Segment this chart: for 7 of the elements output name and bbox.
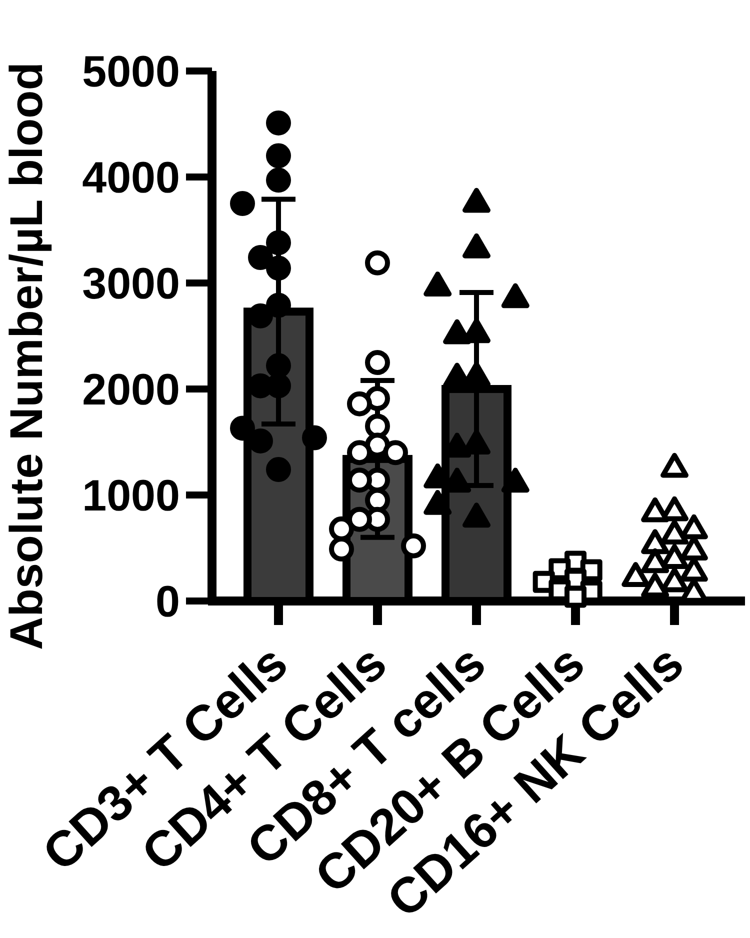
y-tick-label: 5000 [82, 47, 180, 96]
y-tick-label: 0 [156, 577, 180, 626]
y-tick-label: 4000 [82, 153, 180, 202]
y-tick-label: 1000 [82, 471, 180, 520]
y-tick-label: 2000 [82, 365, 180, 414]
y-axis-title: Absolute Number/µL blood [0, 62, 52, 650]
y-tick-label: 3000 [82, 259, 180, 308]
